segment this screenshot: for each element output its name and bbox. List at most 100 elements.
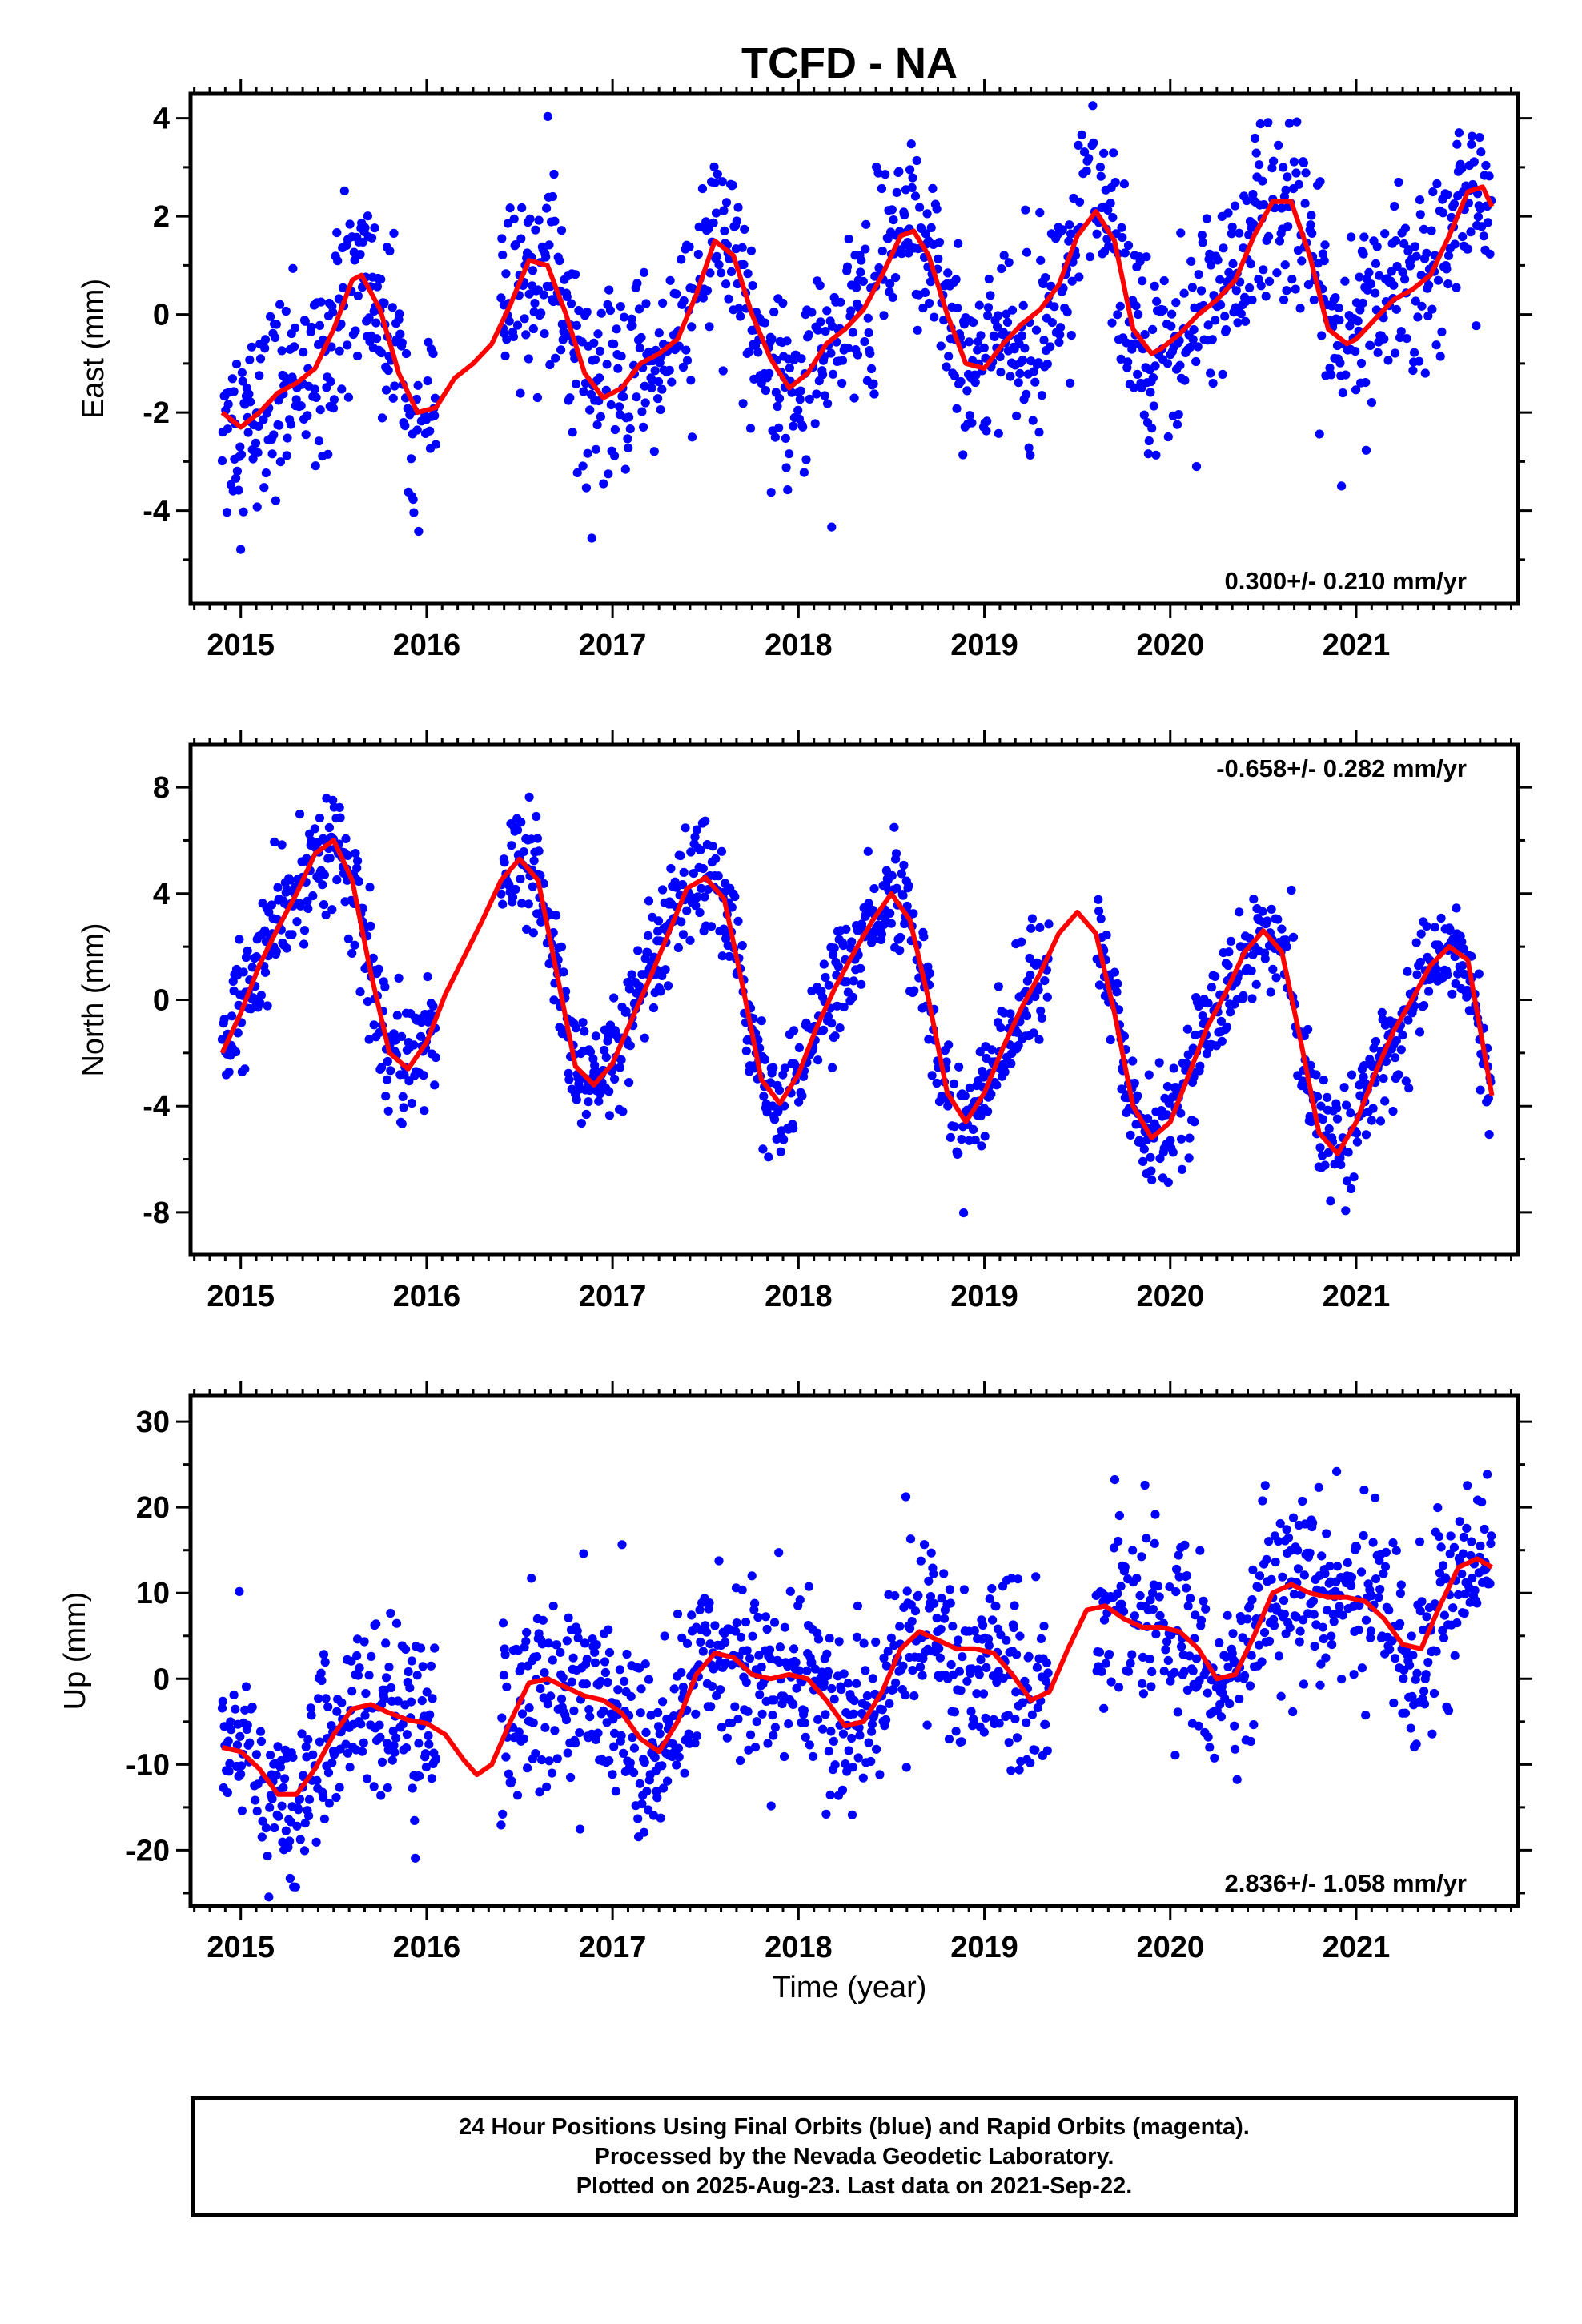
data-point: [946, 1132, 955, 1142]
data-point: [639, 1827, 649, 1837]
data-point: [334, 294, 343, 304]
data-point: [797, 1091, 807, 1100]
data-point: [1463, 1481, 1472, 1490]
data-point: [839, 1669, 849, 1679]
data-point: [637, 407, 647, 416]
data-point: [1416, 929, 1426, 939]
data-point: [386, 1066, 396, 1076]
data-point: [333, 256, 343, 266]
data-point: [925, 298, 934, 308]
data-point: [544, 240, 554, 250]
data-point: [1094, 1647, 1105, 1657]
data-point: [1191, 1030, 1200, 1040]
data-point: [849, 976, 858, 986]
data-point: [1427, 304, 1437, 314]
footer-line-2: Processed by the Nevada Geodetic Laborat…: [594, 2143, 1114, 2169]
data-point: [1203, 1688, 1212, 1698]
x-tick-label: 2017: [579, 629, 647, 662]
data-point: [1172, 1564, 1182, 1574]
data-point: [932, 204, 942, 214]
data-point: [1041, 1719, 1050, 1729]
data-point: [1103, 205, 1113, 215]
data-point: [225, 1759, 235, 1768]
data-point: [1351, 1542, 1362, 1552]
data-point: [1037, 1013, 1046, 1023]
data-point: [1154, 1058, 1164, 1068]
data-point: [1446, 1531, 1456, 1541]
data-point: [912, 155, 921, 166]
data-point: [1484, 1130, 1494, 1140]
data-point: [1146, 1152, 1155, 1162]
data-point: [682, 906, 692, 915]
data-point: [743, 269, 753, 279]
data-point: [1315, 1680, 1325, 1690]
y-tick-label: 4: [153, 878, 170, 911]
data-point: [527, 1574, 536, 1583]
data-point: [1275, 1518, 1285, 1529]
data-point: [1018, 1698, 1027, 1707]
data-point: [410, 1815, 420, 1825]
data-point: [1339, 1083, 1349, 1092]
data-point: [932, 1078, 942, 1088]
data-point: [1274, 1651, 1284, 1661]
data-point: [287, 930, 297, 939]
data-point: [503, 219, 513, 228]
data-point: [1408, 366, 1418, 376]
data-point: [1219, 243, 1228, 253]
data-point: [1191, 1654, 1202, 1663]
data-point: [1282, 1525, 1291, 1534]
data-point: [835, 1023, 845, 1033]
data-point: [275, 300, 285, 309]
data-point: [531, 225, 540, 235]
data-point: [783, 485, 793, 495]
data-point: [1325, 1562, 1335, 1571]
data-point: [689, 869, 698, 879]
data-point: [1138, 1679, 1147, 1688]
data-point: [677, 880, 688, 890]
data-point: [881, 1715, 891, 1725]
data-point: [556, 1694, 567, 1703]
data-point: [1159, 276, 1169, 286]
data-point: [753, 1613, 763, 1622]
data-point: [1415, 957, 1425, 967]
data-point: [757, 1709, 767, 1719]
data-point: [1196, 286, 1207, 296]
data-point: [690, 1739, 700, 1748]
data-point: [1289, 1590, 1299, 1599]
data-point: [382, 1739, 392, 1748]
data-point: [310, 824, 319, 834]
data-point: [358, 237, 367, 247]
data-point: [658, 1697, 668, 1707]
data-point: [823, 1011, 833, 1021]
data-point: [877, 929, 886, 939]
data-point: [904, 881, 913, 891]
data-point: [713, 871, 723, 881]
data-point: [936, 341, 946, 351]
data-point: [537, 1755, 547, 1765]
data-point: [865, 348, 875, 358]
data-point: [792, 1683, 801, 1693]
data-point: [1269, 1621, 1279, 1630]
data-point: [677, 255, 686, 264]
data-point: [613, 1685, 623, 1695]
data-point: [1404, 1084, 1414, 1093]
data-point: [604, 1625, 613, 1634]
x-tick-label: 2021: [1323, 1931, 1391, 1964]
data-point: [937, 1594, 946, 1603]
data-point: [1359, 1530, 1368, 1541]
data-point: [251, 1795, 260, 1805]
data-point: [693, 892, 703, 902]
data-point: [256, 991, 266, 1000]
data-point: [768, 1711, 777, 1720]
data-point: [848, 1763, 857, 1772]
data-point: [292, 917, 302, 927]
data-point: [1400, 275, 1410, 284]
data-point: [734, 304, 744, 313]
data-point: [236, 1761, 247, 1771]
data-point: [400, 1070, 409, 1080]
data-point: [1366, 279, 1376, 289]
data-point: [930, 1598, 939, 1608]
data-point: [1295, 1637, 1304, 1647]
data-point: [1367, 398, 1376, 408]
data-point: [760, 318, 770, 328]
